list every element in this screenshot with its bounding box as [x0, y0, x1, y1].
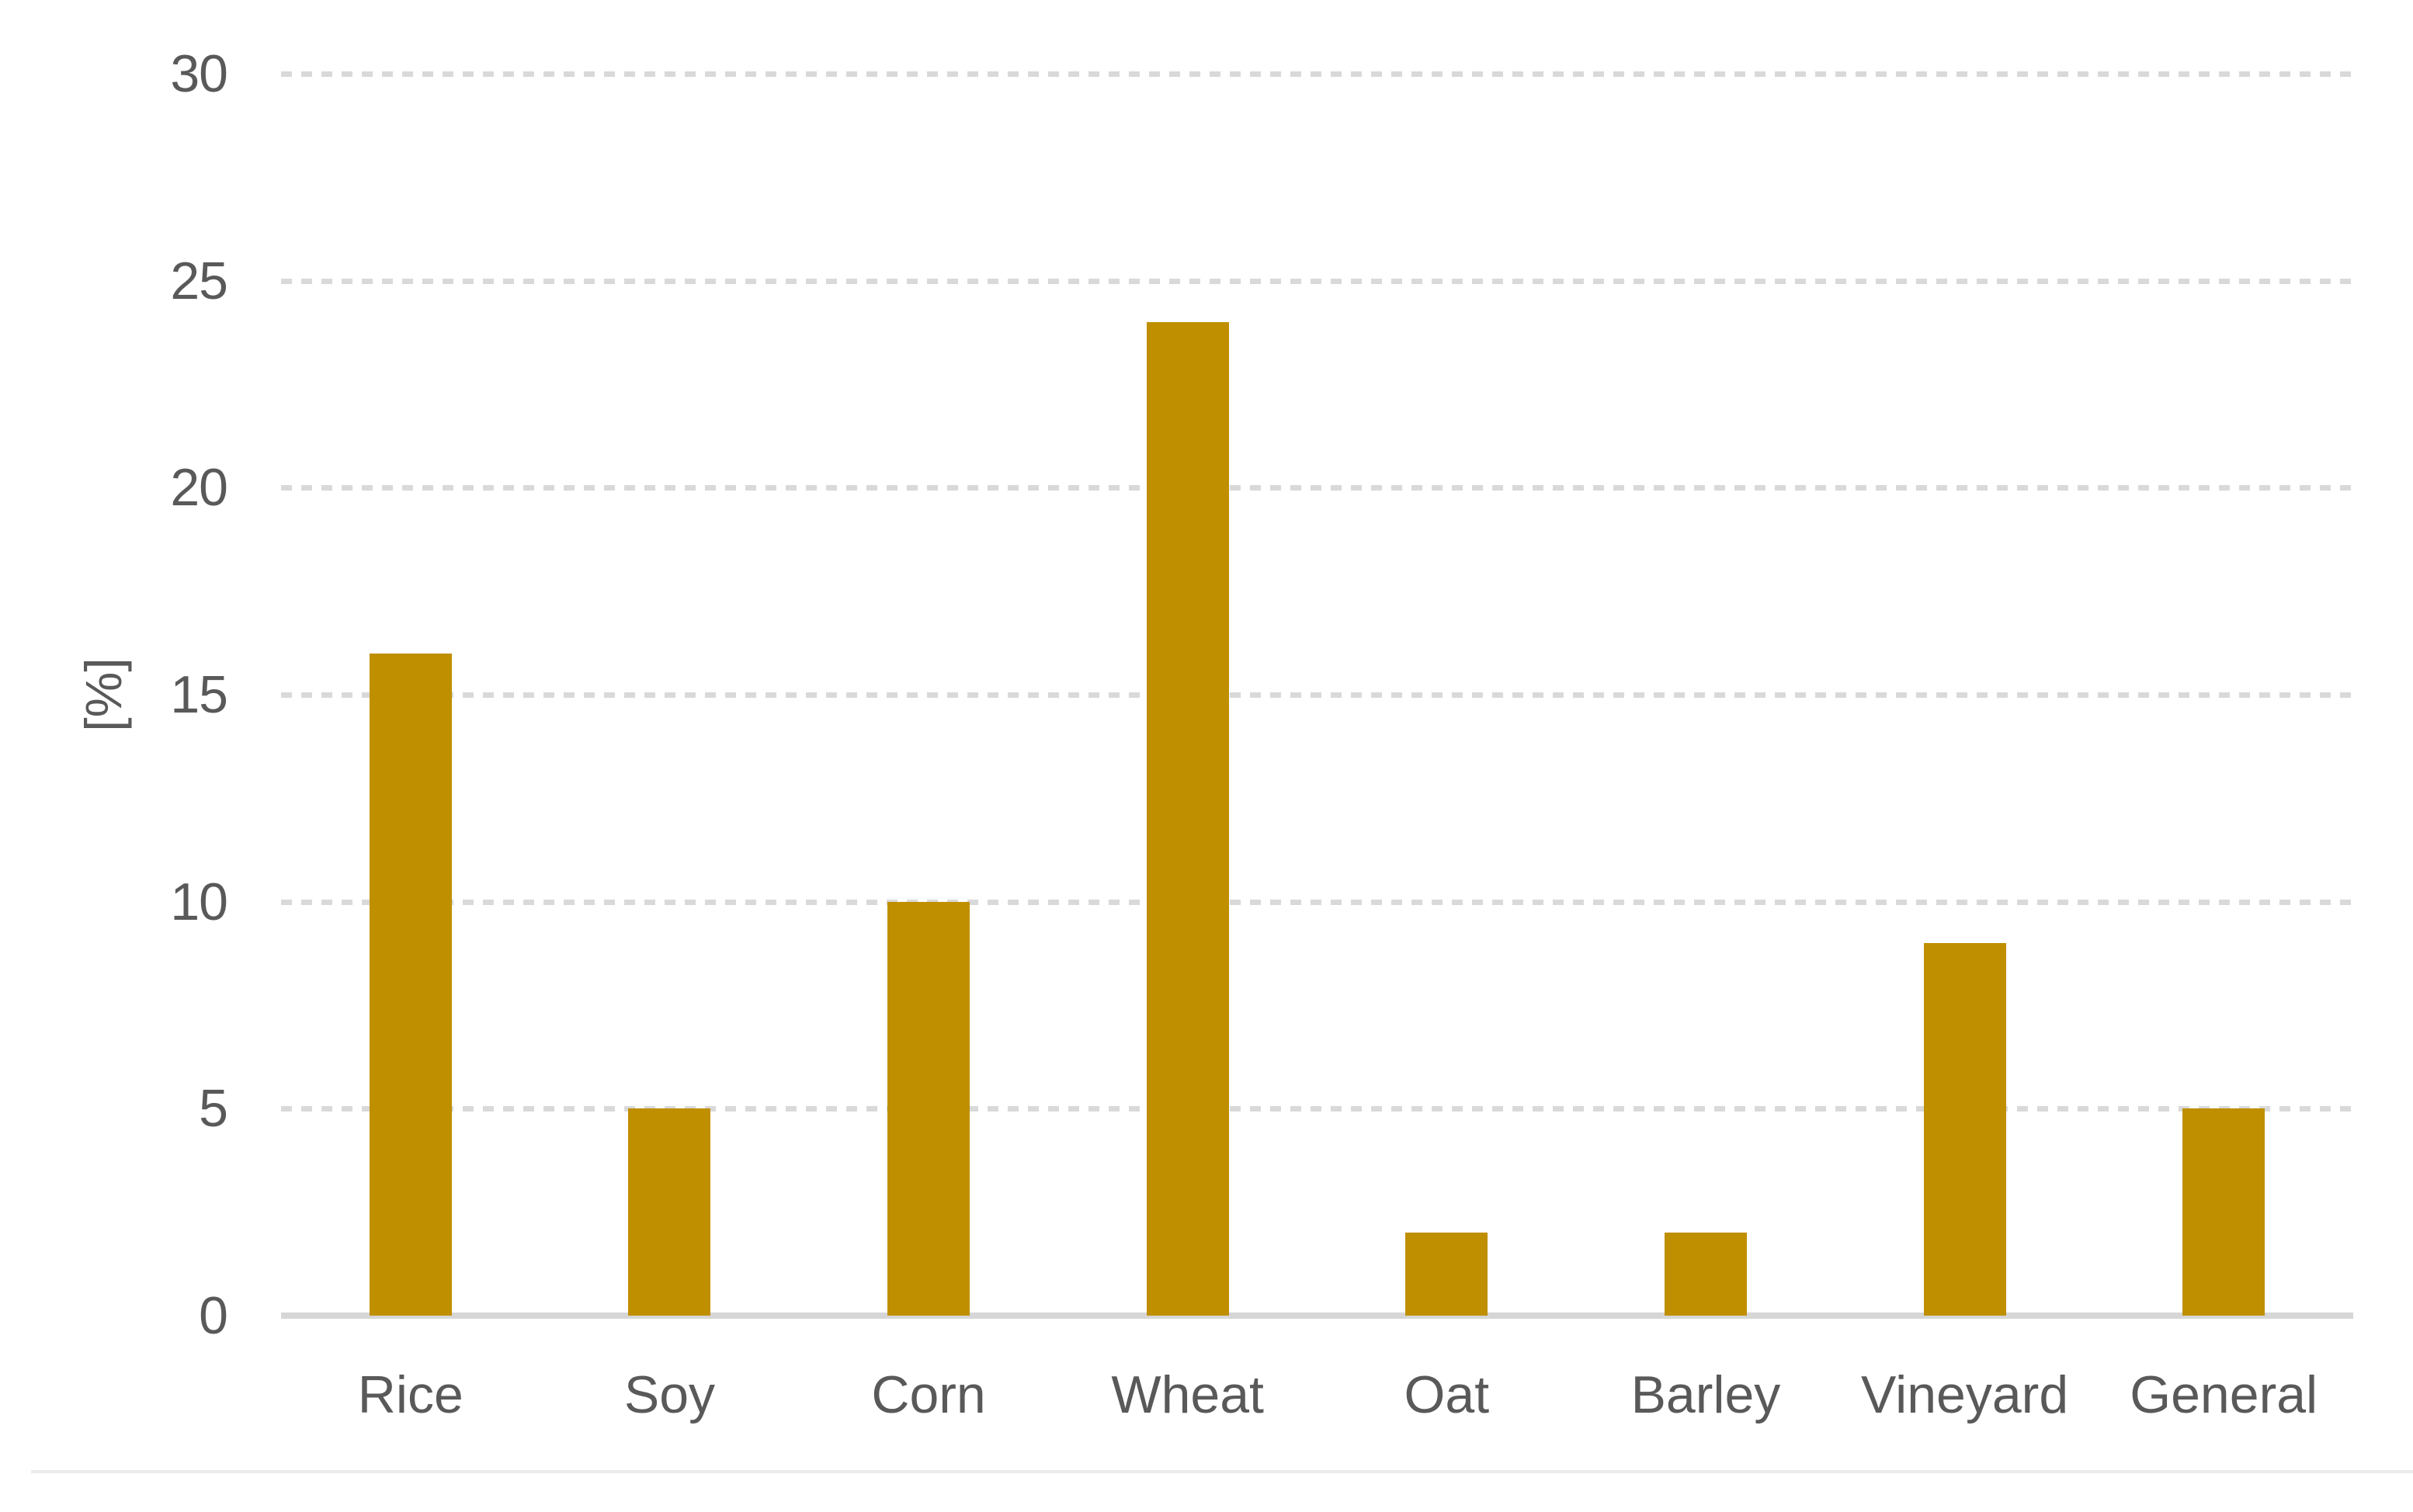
x-tick-label-oat: Oat — [1404, 1365, 1490, 1424]
x-axis-line — [281, 1313, 2353, 1319]
gridline-y-10 — [281, 899, 2353, 905]
bar-general — [2182, 1108, 2265, 1316]
bar-barley — [1664, 1233, 1747, 1316]
gridline-y-5 — [281, 1106, 2353, 1112]
x-tick-label-general: General — [2130, 1365, 2318, 1424]
bar-rice — [369, 653, 452, 1316]
gridline-y-15 — [281, 692, 2353, 698]
x-tick-label-vineyard: Vineyard — [1860, 1365, 2069, 1424]
y-tick-label-30: 30 — [170, 44, 228, 103]
x-tick-label-soy: Soy — [623, 1365, 716, 1424]
gridline-y-25 — [281, 278, 2353, 284]
x-tick-label-rice: Rice — [357, 1365, 464, 1424]
gridline-y-30 — [281, 71, 2353, 77]
x-tick-label-wheat: Wheat — [1111, 1365, 1264, 1424]
x-tick-label-corn: Corn — [871, 1365, 986, 1424]
y-tick-label-20: 20 — [170, 458, 228, 518]
y-tick-label-10: 10 — [170, 872, 228, 931]
y-tick-label-15: 15 — [170, 665, 228, 724]
bar-corn — [887, 901, 970, 1316]
bar-soy — [628, 1108, 711, 1316]
chart-bottom-border — [31, 1470, 2413, 1473]
gridline-y-20 — [281, 485, 2353, 491]
y-tick-label-5: 5 — [199, 1079, 228, 1139]
bar-wheat — [1146, 322, 1229, 1316]
y-tick-label-0: 0 — [199, 1286, 228, 1345]
bar-oat — [1405, 1233, 1488, 1316]
x-tick-label-barley: Barley — [1630, 1365, 1781, 1424]
bar-vineyard — [1923, 943, 2006, 1316]
y-tick-label-25: 25 — [170, 251, 228, 310]
